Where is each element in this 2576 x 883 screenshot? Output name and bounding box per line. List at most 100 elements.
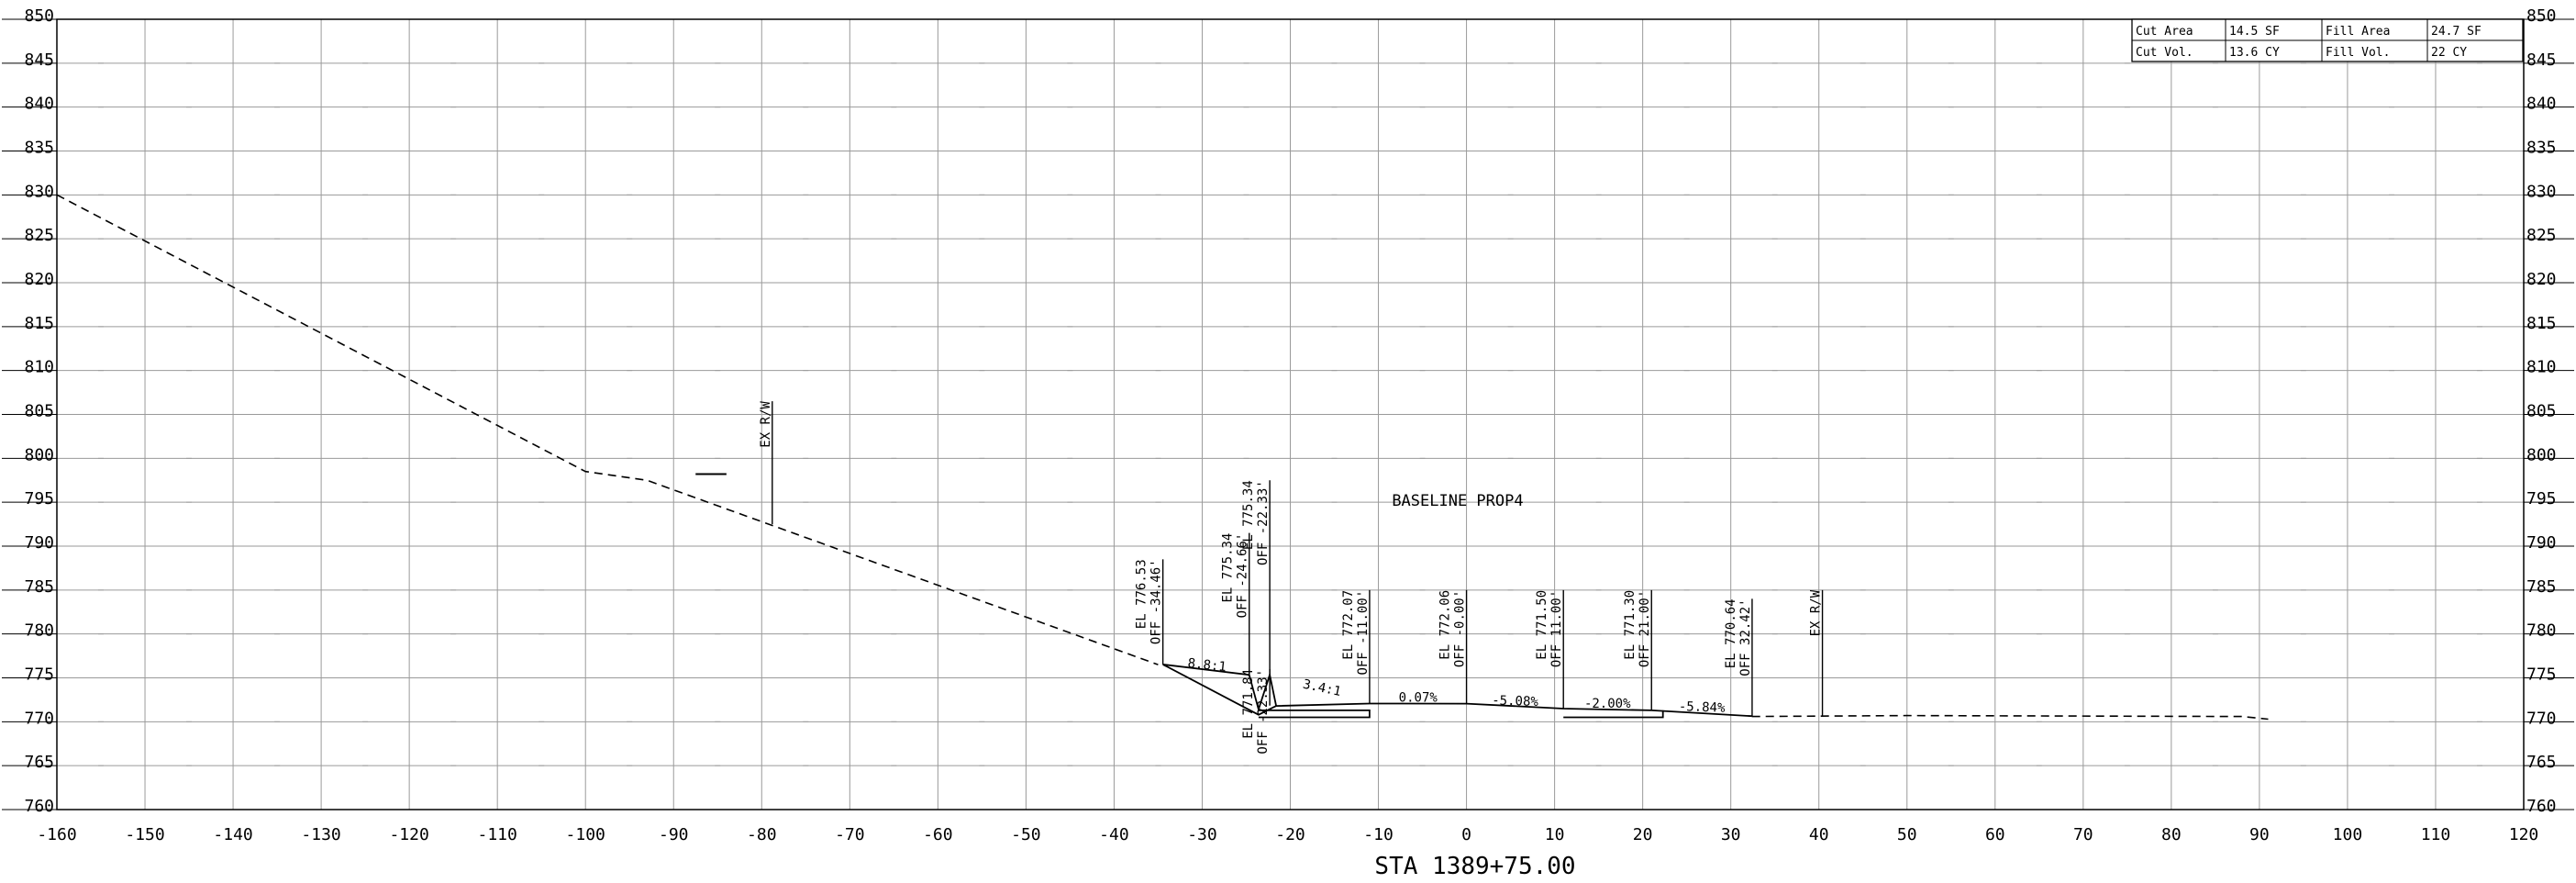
- proposed-section-line: [1258, 710, 1371, 719]
- x-tick-label: 20: [1633, 825, 1653, 844]
- y-tick-label-left: 760: [24, 797, 54, 816]
- slope-label: 8.8:1: [1187, 656, 1227, 675]
- y-tick-label-left: 835: [24, 139, 54, 158]
- slope-label: -2.00%: [1584, 697, 1631, 711]
- cut-vol-value: 13.6 CY: [2229, 46, 2280, 60]
- proposed-section-line: [1162, 664, 1752, 718]
- point-label: EL 776.53: [1135, 559, 1149, 629]
- y-tick-label-left: 775: [24, 665, 54, 685]
- x-tick-label: -90: [659, 825, 689, 844]
- point-label: OFF -22.33': [1256, 480, 1271, 565]
- y-tick-label-right: 785: [2526, 577, 2557, 597]
- x-tick-label: 120: [2509, 825, 2539, 844]
- slope-label: -5.08%: [1492, 693, 1539, 710]
- y-tick-label-right: 800: [2526, 445, 2557, 464]
- point-label: EL 772.06: [1438, 590, 1453, 660]
- slope-label: 0.07%: [1399, 690, 1438, 705]
- y-tick-label-left: 825: [24, 226, 54, 245]
- y-tick-label-left: 850: [24, 6, 54, 26]
- y-axis-right-ticks: 760 765 770 775 780 785 790 795 800 805 810 815 820 8…: [2524, 6, 2574, 816]
- point-label: OFF -11.00': [1356, 590, 1371, 676]
- y-tick-label-left: 845: [24, 50, 54, 70]
- x-tick-label: 70: [2073, 825, 2093, 844]
- y-tick-label-left: 800: [24, 445, 54, 464]
- fill-area-label: Fill Area: [2326, 25, 2390, 39]
- proposed-section-line: [1162, 664, 1277, 716]
- y-tick-label-right: 825: [2526, 226, 2557, 245]
- fill-vol-value: 22 CY: [2431, 46, 2467, 60]
- x-tick-label: -160: [37, 825, 76, 844]
- x-tick-label: 50: [1897, 825, 1917, 844]
- summary-table: Cut Area 14.5 SF Fill Area 24.7 SF Cut V…: [2131, 18, 2524, 62]
- x-axis-ticks: -160 -150 -140 -130 -120 -110 -100 -90 -80 -70 -60…: [37, 825, 2538, 844]
- x-tick-label: -50: [1011, 825, 1041, 844]
- proposed-section-line: [1563, 710, 1664, 719]
- y-tick-label-right: 760: [2526, 797, 2557, 816]
- cut-area-label: Cut Area: [2136, 25, 2193, 39]
- x-tick-label: 10: [1545, 825, 1565, 844]
- point-label: OFF -22.33': [1256, 669, 1271, 754]
- x-tick-label: -60: [923, 825, 953, 844]
- baseline-label: BASELINE PROP4: [1392, 492, 1523, 510]
- point-labels: EX R/WEL 776.53 OFF -34.46' EL 775.34 OFF -…: [759, 401, 1824, 754]
- point-label: OFF 11.00': [1549, 590, 1564, 667]
- y-tick-label-right: 780: [2526, 621, 2557, 641]
- y-tick-label-right: 805: [2526, 402, 2557, 421]
- y-tick-label-left: 830: [24, 182, 54, 201]
- y-tick-label-left: 820: [24, 270, 54, 289]
- fill-area-value: 24.7 SF: [2431, 25, 2482, 39]
- y-tick-label-right: 835: [2526, 139, 2557, 158]
- x-tick-label: 90: [2249, 825, 2270, 844]
- point-label: EL 771.50: [1535, 590, 1549, 660]
- x-tick-label: 30: [1721, 825, 1741, 844]
- y-tick-label-right: 815: [2526, 314, 2557, 333]
- y-tick-label-left: 795: [24, 489, 54, 509]
- slope-labels: 8.8:1 3.4:1 0.07% -5.08% -2.00% -5.84%: [1187, 656, 1726, 716]
- y-tick-label-right: 850: [2526, 6, 2557, 26]
- point-label: EL 771.30: [1623, 590, 1638, 660]
- y-tick-label-left: 770: [24, 709, 54, 728]
- point-label: OFF -24.66': [1236, 533, 1250, 619]
- point-label: OFF -0.00': [1453, 590, 1468, 667]
- y-tick-label-left: 805: [24, 402, 54, 421]
- slope-label: 3.4:1: [1302, 677, 1343, 699]
- x-tick-label: -150: [125, 825, 164, 844]
- y-tick-label-right: 840: [2526, 95, 2557, 114]
- station-label: STA 1389+75.00: [1374, 853, 1575, 880]
- point-label: OFF 32.42': [1738, 598, 1753, 676]
- y-tick-label-left: 790: [24, 533, 54, 553]
- point-label: EL 770.64: [1724, 598, 1738, 668]
- x-tick-label: -40: [1099, 825, 1129, 844]
- cut-vol-label: Cut Vol.: [2136, 46, 2193, 60]
- y-tick-label-left: 840: [24, 95, 54, 114]
- y-tick-label-right: 775: [2526, 665, 2557, 685]
- cut-area-value: 14.5 SF: [2229, 25, 2280, 39]
- y-tick-label-left: 765: [24, 753, 54, 772]
- x-tick-label: -140: [213, 825, 252, 844]
- x-tick-label: -100: [566, 825, 605, 844]
- ground-profiles: [56, 194, 2269, 721]
- point-label: EX R/W: [1809, 589, 1824, 636]
- x-tick-label: -20: [1275, 825, 1305, 844]
- x-tick-label: 100: [2333, 825, 2363, 844]
- existing-ground-line: [56, 194, 1159, 665]
- point-label: OFF 21.00': [1638, 590, 1652, 667]
- point-label: EL 772.07: [1341, 590, 1356, 660]
- y-tick-label-right: 765: [2526, 753, 2557, 772]
- point-label: EL 775.34: [1241, 480, 1256, 550]
- y-tick-label-left: 780: [24, 621, 54, 641]
- x-tick-label: -30: [1187, 825, 1217, 844]
- x-tick-label: -110: [477, 825, 516, 844]
- point-label: EL 775.34: [1221, 533, 1236, 603]
- y-tick-label-left: 785: [24, 577, 54, 597]
- y-tick-label-right: 795: [2526, 489, 2557, 509]
- point-label: OFF -34.46': [1149, 559, 1164, 644]
- y-tick-label-right: 830: [2526, 182, 2557, 201]
- x-tick-label: 80: [2161, 825, 2182, 844]
- y-tick-label-left: 815: [24, 314, 54, 333]
- y-tick-label-left: 810: [24, 358, 54, 377]
- y-axis-left-ticks: 760 765 770 775 780 785 790 795 800 805 810 815 820 8…: [2, 6, 57, 816]
- slope-label: -5.84%: [1679, 699, 1727, 716]
- x-tick-label: 110: [2421, 825, 2451, 844]
- y-tick-label-right: 770: [2526, 709, 2557, 728]
